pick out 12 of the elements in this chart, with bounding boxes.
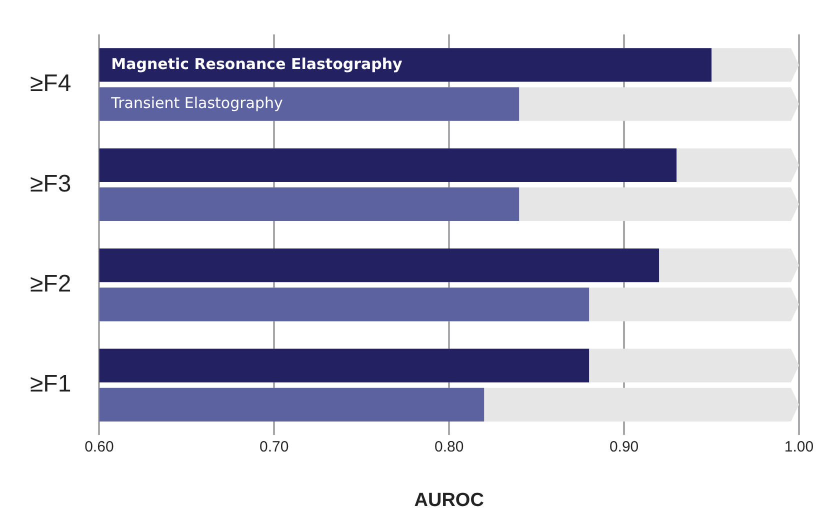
y-tick-label: ≥F3 xyxy=(30,170,72,198)
y-tick-label: ≥F4 xyxy=(30,70,72,98)
y-tick-label: ≥F2 xyxy=(30,270,72,298)
y-tick-label: ≥F1 xyxy=(30,370,72,398)
x-axis-title: AUROC xyxy=(414,490,484,511)
series-label: Magnetic Resonance Elastography xyxy=(111,54,403,73)
x-tick-label: 0.70 xyxy=(260,438,289,456)
x-tick-label: 0.90 xyxy=(609,438,639,456)
x-tick-label: 0.80 xyxy=(434,438,464,456)
x-tick-label: 0.60 xyxy=(84,438,114,456)
x-tick-label: 1.00 xyxy=(784,438,814,456)
series-label: Transient Elastography xyxy=(110,94,283,112)
